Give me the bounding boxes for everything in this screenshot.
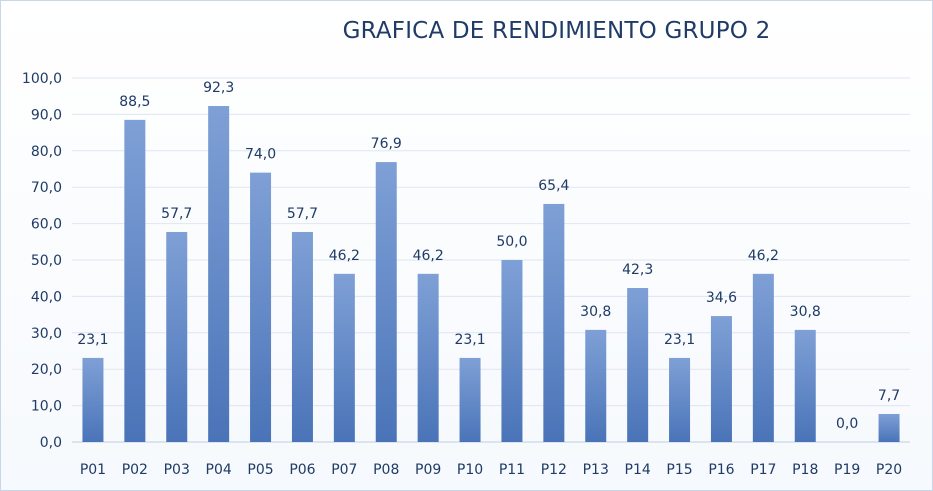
- data-label: 42,3: [622, 262, 653, 278]
- y-tick-label: 100,0: [22, 71, 62, 87]
- x-tick-label: P04: [206, 462, 232, 478]
- x-tick-label: P12: [541, 462, 567, 478]
- x-tick-label: P19: [834, 462, 860, 478]
- x-tick-label: P01: [80, 462, 106, 478]
- data-label: 0,0: [836, 416, 858, 432]
- data-label: 65,4: [538, 178, 569, 194]
- grid-lines: [72, 77, 910, 443]
- y-tick-label: 40,0: [31, 289, 62, 305]
- bar-p04: [208, 106, 230, 442]
- y-tick-label: 60,0: [31, 217, 62, 233]
- data-label: 50,0: [496, 234, 527, 250]
- data-label: 30,8: [790, 304, 821, 320]
- y-tick-label: 70,0: [31, 180, 62, 196]
- data-label: 92,3: [203, 80, 234, 96]
- bar-p11: [501, 260, 523, 442]
- x-tick-label: P15: [666, 462, 692, 478]
- data-label: 74,0: [245, 147, 276, 163]
- x-tick-label: P06: [289, 462, 315, 478]
- bar-p07: [333, 273, 355, 442]
- data-label: 23,1: [664, 332, 695, 348]
- x-tick-label: P11: [499, 462, 525, 478]
- x-tick-label: P08: [373, 462, 399, 478]
- x-tick-label: P03: [164, 462, 190, 478]
- data-label: 23,1: [77, 332, 108, 348]
- bar-p18: [794, 329, 816, 442]
- data-label: 76,9: [371, 136, 402, 152]
- y-tick-label: 30,0: [31, 326, 62, 342]
- data-label: 57,7: [287, 206, 318, 222]
- x-tick-label: P05: [247, 462, 273, 478]
- bar-p05: [250, 172, 272, 442]
- y-tick-label: 90,0: [31, 107, 62, 123]
- data-label: 57,7: [161, 206, 192, 222]
- data-labels: 23,1 88,5 57,7 92,3 74,0 57,7 46,2 76,9 46,2 23,1…: [77, 80, 900, 432]
- x-tick-label: P18: [792, 462, 818, 478]
- bar-p17: [752, 273, 774, 442]
- x-tick-label: P16: [708, 462, 734, 478]
- x-tick-label: P20: [876, 462, 902, 478]
- bar-p12: [543, 203, 565, 442]
- x-axis-ticks: P01 P02 P03 P04 P05 P06 P07 P08 P09 P10 P11 P12 P13 P…: [80, 462, 902, 478]
- data-label: 88,5: [119, 94, 150, 110]
- x-tick-label: P14: [625, 462, 651, 478]
- y-tick-label: 10,0: [31, 399, 62, 415]
- x-tick-label: P17: [750, 462, 776, 478]
- bar-p14: [627, 288, 649, 442]
- y-axis-ticks: 0,0 10,0 20,0 30,0 40,0 50,0 60,0 70,0 80,0 90,0 1…: [22, 71, 62, 451]
- bar-p01: [82, 357, 104, 442]
- x-tick-label: P07: [331, 462, 357, 478]
- x-tick-label: P13: [583, 462, 609, 478]
- data-label: 46,2: [748, 248, 779, 264]
- x-tick-label: P10: [457, 462, 483, 478]
- bar-p20: [878, 413, 900, 442]
- data-label: 30,8: [580, 304, 611, 320]
- y-tick-label: 0,0: [40, 435, 62, 451]
- y-tick-label: 50,0: [31, 253, 62, 269]
- x-tick-label: P02: [122, 462, 148, 478]
- data-label: 7,7: [878, 388, 900, 404]
- bar-p08: [375, 162, 397, 443]
- bar-p16: [710, 316, 732, 442]
- bar-p13: [585, 329, 607, 442]
- data-label: 34,6: [706, 290, 737, 306]
- data-label: 23,1: [454, 332, 485, 348]
- y-tick-label: 80,0: [31, 144, 62, 160]
- bar-p03: [166, 231, 188, 442]
- data-label: 46,2: [413, 248, 444, 264]
- data-label: 46,2: [329, 248, 360, 264]
- bar-p02: [124, 119, 146, 443]
- bar-p15: [669, 357, 691, 442]
- chart-title: GRAFICA DE RENDIMIENTO GRUPO 2: [342, 18, 771, 44]
- bar-p10: [459, 357, 481, 442]
- bars: [82, 106, 900, 443]
- x-tick-label: P09: [415, 462, 441, 478]
- y-tick-label: 20,0: [31, 362, 62, 378]
- bar-p06: [291, 231, 313, 442]
- bar-p09: [417, 273, 439, 442]
